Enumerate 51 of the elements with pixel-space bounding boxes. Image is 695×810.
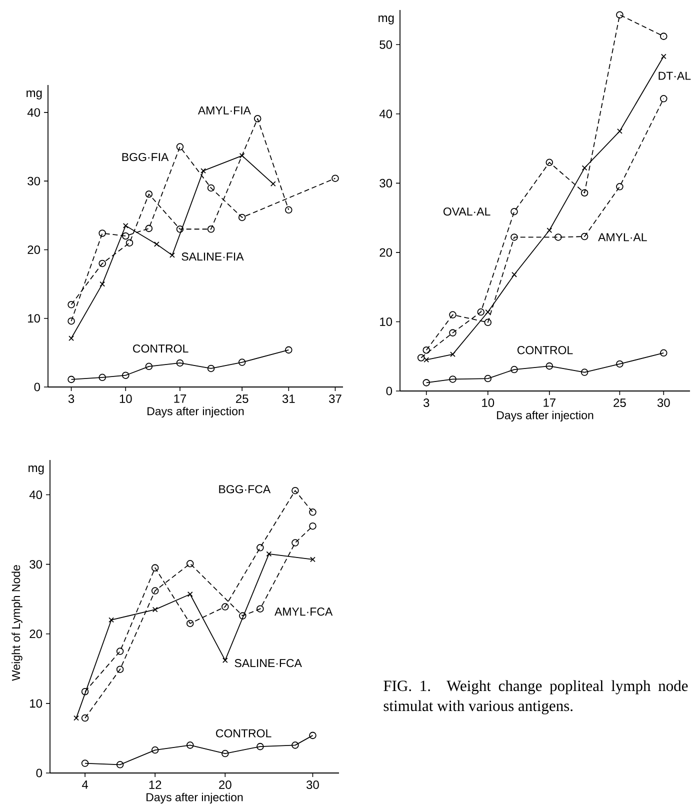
series-label: OVAL·AL	[443, 208, 490, 216]
x-tick-label: 10	[482, 398, 494, 408]
y-tick-label: 40	[29, 490, 42, 500]
y-tick-label: 10	[380, 317, 392, 326]
x-tick-label: 25	[614, 398, 626, 408]
y-tick-label: 0	[34, 382, 40, 392]
series-label: BGG·FCA	[219, 485, 271, 494]
y-tick-label: 0	[36, 768, 42, 778]
y-tick-label: 50	[380, 40, 392, 49]
y-axis-title: mg	[28, 466, 44, 474]
series-label: DT·AL	[658, 72, 691, 80]
x-tick-label: 12	[149, 780, 162, 789]
y-tick-label: 30	[28, 176, 40, 186]
x-tick-label: 25	[236, 394, 248, 404]
x-tick-label: 3	[68, 394, 74, 404]
x-axis-title: Days after injection	[148, 406, 244, 418]
y-tick-label: 20	[28, 245, 40, 254]
y-tick-label: 0	[386, 386, 392, 396]
y-tick-label: 40	[379, 110, 392, 118]
x-axis-title: Days after injection	[146, 792, 243, 804]
x-tick-label: 20	[219, 780, 232, 790]
x-tick-label: 3	[423, 398, 430, 408]
x-tick-label: 17	[544, 398, 556, 407]
caption: FIG. 1. Weight change popliteal lymph node stimulat with various antigens.	[384, 680, 688, 714]
x-tick-label: 37	[329, 394, 342, 404]
text: Weight of Lymph Node	[12, 565, 22, 681]
x-tick-label: 31	[282, 394, 295, 404]
y-tick-label: 20	[380, 248, 392, 257]
x-tick-label: 17	[174, 394, 186, 403]
x-tick-label: 30	[306, 780, 319, 790]
series-label: CONTROL	[517, 346, 573, 354]
y-tick-label: 40	[27, 108, 40, 117]
y-tick-label: 30	[380, 178, 392, 188]
series-label: SALINE·FCA	[234, 659, 302, 668]
series-label: AMYL·AL	[598, 233, 647, 242]
y-tick-label: 10	[30, 699, 42, 708]
x-axis-title: Days after injection	[497, 410, 594, 422]
series-label: BGG·FIA	[122, 152, 169, 162]
y-axis-title: mg	[26, 90, 42, 100]
x-tick-label: 10	[120, 394, 132, 404]
series-label: AMYL·FCA	[274, 608, 333, 616]
y-tick-label: 30	[30, 560, 42, 569]
series-label: AMYL·FIA	[198, 106, 251, 114]
series-label: CONTROL	[216, 729, 272, 738]
y-tick-label: 10	[28, 314, 40, 323]
y-tick-label: 20	[30, 630, 42, 638]
series-label: SALINE·FIA	[182, 252, 244, 261]
x-tick-label: 30	[657, 398, 670, 408]
x-tick-label: 4	[82, 780, 88, 789]
series-label: CONTROL	[133, 344, 188, 353]
y-axis-title: mg	[378, 16, 394, 24]
